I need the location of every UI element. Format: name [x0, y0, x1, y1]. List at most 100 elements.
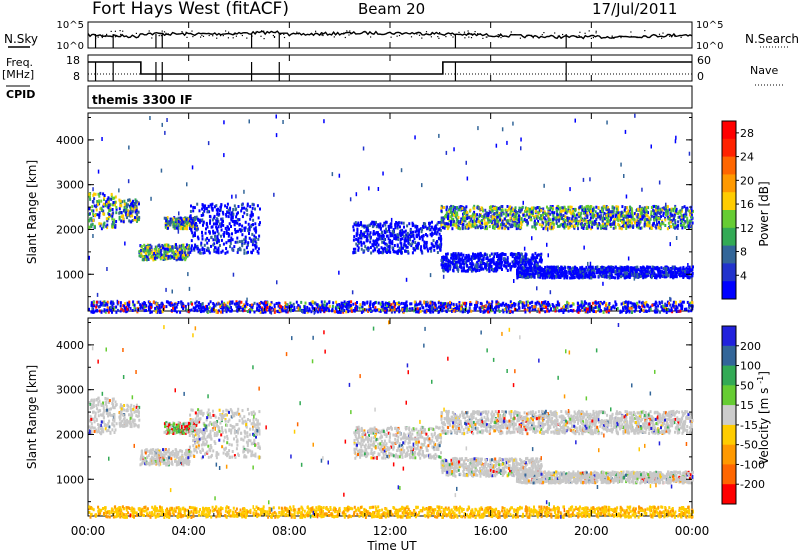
- echo-cell: [687, 224, 690, 228]
- echo-cell: [160, 249, 163, 253]
- noise-search-point: [315, 30, 317, 32]
- echo-cell: [497, 254, 500, 257]
- echo-cell: [246, 213, 249, 217]
- echo-cell: [436, 222, 439, 226]
- echo-cell: [611, 270, 614, 274]
- echo-cell: [654, 208, 657, 212]
- echo-cell: [466, 217, 469, 220]
- echo-cell: [450, 256, 453, 260]
- echo-cell: [686, 220, 689, 224]
- echo-cell: [546, 205, 548, 209]
- echo-cell: [115, 207, 118, 211]
- echo-cell: [509, 225, 512, 229]
- echo-cell: [569, 219, 572, 223]
- echo-cell: [513, 264, 516, 268]
- echo-cell: [553, 274, 556, 278]
- echo-cell: [153, 249, 156, 253]
- noise-search-point: [576, 35, 578, 37]
- echo-cell: [238, 240, 241, 244]
- noise-search-point: [227, 37, 229, 39]
- echo-cell: [354, 247, 357, 251]
- echo-cell: [180, 220, 183, 224]
- echo-cell: [384, 231, 387, 235]
- echo-cell: [634, 221, 636, 225]
- echo-cell: [241, 206, 244, 210]
- echo-cell: [646, 222, 649, 226]
- echo-cell: [511, 219, 514, 223]
- echo-cell: [179, 216, 182, 220]
- echo-cell: [646, 214, 649, 218]
- echo-cell: [608, 276, 611, 280]
- echo-cell: [410, 235, 412, 239]
- echo-cell: [486, 227, 488, 231]
- echo-cell: [459, 220, 462, 223]
- noise-search-point: [333, 36, 335, 38]
- echo-cell: [155, 254, 158, 258]
- echo-cell: [558, 213, 561, 217]
- echo-cell: [224, 204, 227, 208]
- echo-cell: [172, 250, 175, 254]
- echo-cell: [490, 219, 492, 223]
- echo-cell: [658, 211, 661, 215]
- echo-cell: [216, 240, 219, 244]
- echo-cell: [181, 256, 184, 260]
- echo-cell: [102, 204, 105, 208]
- echo-cell: [524, 214, 527, 218]
- echo-cell: [131, 207, 134, 211]
- echo-cell: [506, 219, 509, 223]
- echo-cell: [505, 266, 508, 270]
- echo-cell: [493, 226, 496, 230]
- echo-cell: [355, 223, 358, 227]
- echo-cell: [544, 217, 547, 221]
- echo-cell: [569, 276, 572, 280]
- echo-cell: [444, 215, 447, 219]
- echo-cell: [360, 242, 363, 246]
- echo-cell: [514, 213, 517, 217]
- echo-cell: [217, 250, 220, 254]
- echo-cell: [201, 237, 204, 241]
- echo-cell: [526, 223, 529, 227]
- echo-cell: [231, 238, 234, 242]
- echo-cell: [463, 219, 466, 223]
- echo-cell: [607, 220, 610, 224]
- echo-cell: [631, 269, 633, 273]
- echo-cell: [546, 220, 549, 224]
- echo-cell: [394, 235, 397, 239]
- freq-label: Freq.: [6, 56, 33, 69]
- echo-cell: [680, 214, 683, 218]
- echo-cell: [656, 274, 659, 278]
- echo-cell: [616, 211, 619, 215]
- echo-cell: [610, 273, 613, 277]
- echo-cell: [451, 223, 454, 227]
- echo-cell: [667, 270, 670, 274]
- echo-cell: [464, 219, 467, 223]
- echo-cell: [462, 217, 465, 221]
- echo-cell: [393, 250, 396, 254]
- echo-cell: [563, 220, 566, 224]
- echo-cell: [636, 213, 639, 217]
- echo-cell: [258, 223, 261, 227]
- echo-cell: [611, 210, 614, 214]
- echo-cell: [534, 265, 536, 269]
- echo-cell: [540, 256, 542, 260]
- echo-cell: [507, 221, 509, 225]
- noise-search-point: [430, 36, 432, 38]
- echo-cell: [496, 223, 499, 227]
- echo-cell: [168, 245, 170, 249]
- noise-search-point: [427, 33, 429, 35]
- echo-cell: [219, 205, 222, 209]
- echo-cell: [588, 220, 591, 224]
- echo-cell: [504, 261, 507, 265]
- echo-cell: [409, 231, 412, 234]
- echo-cell: [193, 206, 196, 210]
- echo-cell: [362, 233, 365, 237]
- echo-cell: [583, 218, 586, 222]
- noise-sky-label: N.Sky: [4, 32, 38, 46]
- echo-cell: [676, 226, 679, 230]
- echo-cell: [498, 265, 501, 269]
- echo-cell: [505, 211, 508, 215]
- echo-cell: [94, 225, 96, 229]
- echo-cell: [621, 219, 624, 222]
- echo-cell: [615, 207, 618, 211]
- echo-cell: [614, 265, 617, 269]
